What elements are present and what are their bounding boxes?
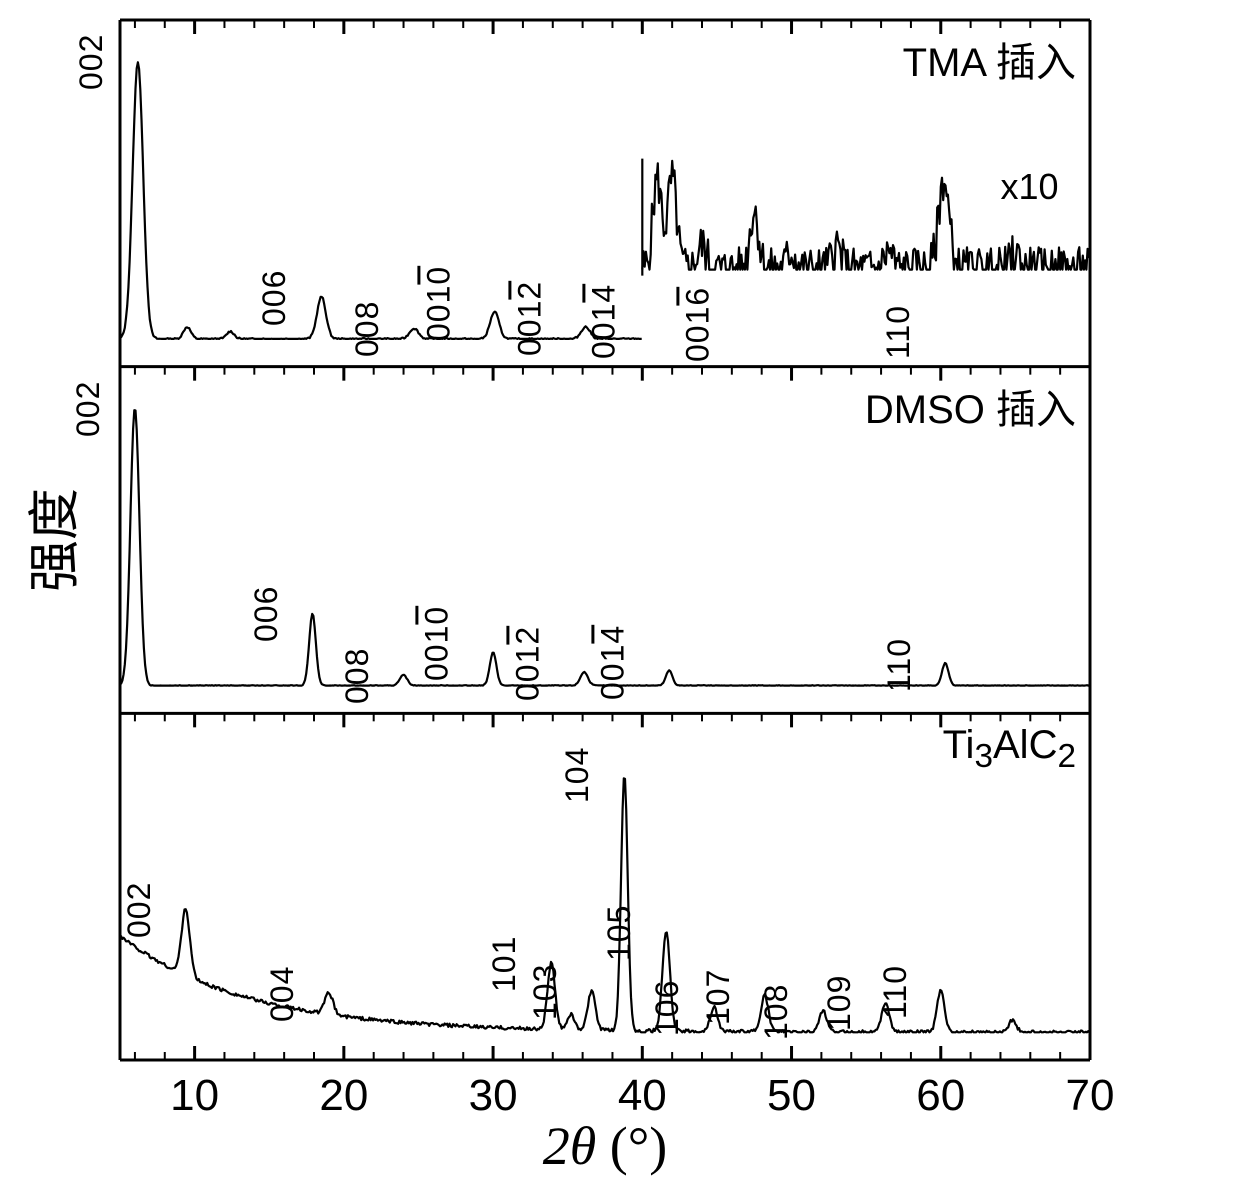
peak-label: 006 <box>256 269 293 325</box>
peak-label: 0016 <box>680 287 717 362</box>
peak-label: 110 <box>880 305 917 359</box>
x-tick-label: 30 <box>469 1071 518 1120</box>
x-tick-label: 50 <box>767 1071 816 1120</box>
peak-label: 105 <box>601 904 638 960</box>
panel-title: Ti3AlC2 <box>943 723 1076 776</box>
peak-label: 0014 <box>586 284 623 359</box>
inset-multiplier-label: x10 <box>1000 166 1058 208</box>
y-axis-label: 强度 <box>13 488 88 592</box>
x-tick-label: 10 <box>170 1071 219 1120</box>
peak-label: 110 <box>881 638 918 692</box>
peak-label: 106 <box>649 980 686 1036</box>
x-axis-label: 2θ (°) <box>543 1115 668 1177</box>
peak-label: 008 <box>338 648 375 704</box>
x-tick-label: 70 <box>1066 1071 1115 1120</box>
x-tick-label: 60 <box>916 1071 965 1120</box>
peak-label: 109 <box>820 975 857 1031</box>
peak-label: 0010 <box>420 266 457 341</box>
peak-label: 0014 <box>595 624 632 699</box>
peak-label: 006 <box>247 586 284 642</box>
peak-label: 107 <box>699 968 736 1024</box>
peak-label: 002 <box>73 34 110 90</box>
peak-label: 104 <box>559 747 596 803</box>
peak-label: 008 <box>349 301 386 357</box>
x-tick-label: 40 <box>618 1071 667 1120</box>
panel-title: DMSO 插入 <box>865 377 1076 435</box>
peak-label: 002 <box>70 381 107 437</box>
peak-label: 002 <box>120 882 157 938</box>
x-tick-label: 20 <box>319 1071 368 1120</box>
peak-label: 103 <box>526 963 563 1019</box>
peak-label: 0010 <box>418 606 455 681</box>
peak-label: 110 <box>877 965 914 1019</box>
peak-label: 108 <box>758 983 795 1039</box>
panel-title: TMA 插入 <box>903 30 1076 88</box>
xrd-trace <box>120 62 642 339</box>
xrd-figure: 10 20 30 40 50 60 70 x10 TMA 插入 002 006 008 0010 0012… <box>0 0 1240 1142</box>
peak-label: 004 <box>264 966 301 1022</box>
peak-label: 101 <box>486 936 523 992</box>
peak-label: 0012 <box>511 281 548 356</box>
peak-label: 0012 <box>510 626 547 701</box>
